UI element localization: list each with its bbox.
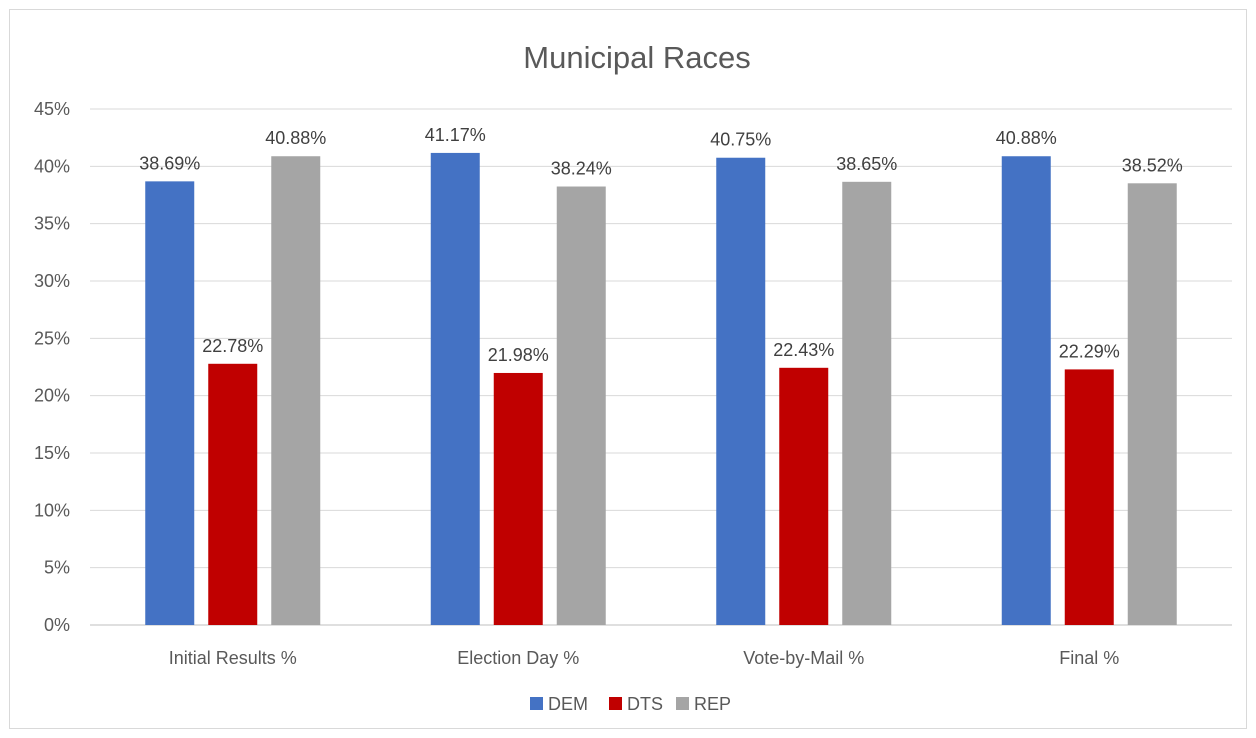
data-label: 38.24% bbox=[551, 159, 612, 179]
data-label: 40.75% bbox=[710, 130, 771, 150]
data-label: 22.43% bbox=[773, 340, 834, 360]
data-label: 41.17% bbox=[425, 125, 486, 145]
bar-rep bbox=[271, 156, 321, 625]
x-category-label: Election Day % bbox=[457, 648, 579, 668]
x-category-label: Initial Results % bbox=[169, 648, 297, 668]
y-tick-label: 45% bbox=[34, 99, 70, 119]
bar-dts bbox=[208, 363, 258, 625]
data-label: 38.69% bbox=[139, 153, 200, 173]
legend-swatch-rep bbox=[676, 697, 689, 710]
bar-dem bbox=[716, 157, 766, 625]
legend-swatch-dts bbox=[609, 697, 622, 710]
y-tick-label: 20% bbox=[34, 386, 70, 406]
bar-dem bbox=[430, 152, 480, 625]
bar-dem bbox=[145, 181, 195, 625]
gridlines bbox=[90, 108, 1232, 626]
bar-dts bbox=[779, 367, 829, 625]
y-tick-label: 0% bbox=[44, 615, 70, 635]
x-category-label: Final % bbox=[1059, 648, 1119, 668]
data-label: 38.52% bbox=[1122, 155, 1183, 175]
data-label: 22.29% bbox=[1059, 341, 1120, 361]
data-label: 21.98% bbox=[488, 345, 549, 365]
legend-swatch-dem bbox=[530, 697, 543, 710]
y-tick-label: 35% bbox=[34, 214, 70, 234]
bars bbox=[145, 152, 1177, 626]
bar-dts bbox=[1064, 369, 1114, 625]
y-tick-label: 25% bbox=[34, 328, 70, 348]
bar-rep bbox=[556, 186, 606, 626]
bar-rep bbox=[1127, 183, 1177, 625]
y-tick-label: 5% bbox=[44, 558, 70, 578]
data-label: 38.65% bbox=[836, 154, 897, 174]
x-axis-category-labels: Initial Results % Election Day % Vote-by-M… bbox=[169, 648, 1120, 668]
legend-label-dem: DEM bbox=[548, 694, 588, 714]
y-tick-label: 40% bbox=[34, 156, 70, 176]
bar-dts bbox=[493, 372, 543, 625]
legend-label-dts: DTS bbox=[627, 694, 663, 714]
y-tick-label: 15% bbox=[34, 443, 70, 463]
data-label: 40.88% bbox=[996, 128, 1057, 148]
y-tick-label: 10% bbox=[34, 500, 70, 520]
data-labels: 38.69% 22.78% 40.88% 41.17% 21.98% 38.24% 40.7… bbox=[139, 125, 1183, 365]
bar-dem bbox=[1001, 156, 1051, 625]
y-axis-tick-labels: 0% 5% 10% 15% 20% 25% 30% 35% 40% 45% bbox=[34, 99, 70, 635]
legend: DEM DTS REP bbox=[530, 694, 731, 714]
legend-label-rep: REP bbox=[694, 694, 731, 714]
data-label: 22.78% bbox=[202, 336, 263, 356]
bar-rep bbox=[842, 181, 892, 625]
data-label: 40.88% bbox=[265, 128, 326, 148]
chart-title: Municipal Races bbox=[523, 40, 750, 75]
y-tick-label: 30% bbox=[34, 271, 70, 291]
x-category-label: Vote-by-Mail % bbox=[743, 648, 864, 668]
